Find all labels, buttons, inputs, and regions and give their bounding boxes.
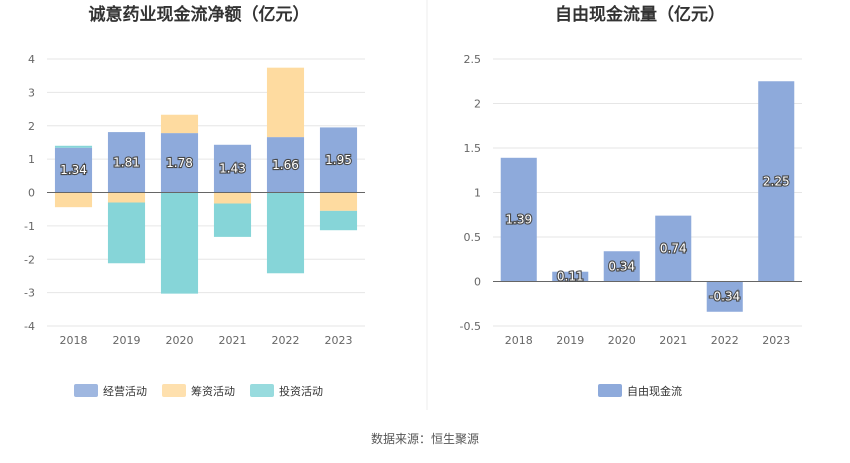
data-label: 1.34: [60, 163, 87, 177]
bar-2019-筹资活动: [107, 192, 146, 203]
bar-2020-经营活动: [160, 133, 199, 193]
bar-2022-自由现金流: [706, 281, 743, 312]
data-label: -0.34: [709, 290, 740, 304]
right-chart: 2.5 2 1.5 1 0.5 0 -0.5 1.39 0.11 0.34 0.74 -0.34 2.2…: [460, 53, 802, 398]
x-tick-label: 2022: [272, 334, 300, 347]
y-tick-label: 1: [28, 153, 35, 166]
data-label: 1.95: [325, 153, 352, 167]
y-tick-label: -1: [24, 220, 35, 233]
legend-swatch: [162, 384, 186, 397]
data-label: 0.11: [557, 270, 584, 284]
x-tick-label: 2021: [659, 334, 687, 347]
legend-label: 自由现金流: [627, 384, 682, 398]
data-label: 1.66: [272, 158, 299, 172]
legend-swatch: [250, 384, 274, 397]
bar-2018-投资活动: [54, 145, 93, 148]
legend-item-自由现金流[interactable]: 自由现金流: [598, 384, 682, 398]
bar-2019-自由现金流: [552, 271, 589, 282]
legend-item-筹资活动[interactable]: 筹资活动: [162, 384, 235, 398]
y-tick-label: 1.5: [464, 142, 482, 155]
left-chart-title: 诚意药业现金流净额（亿元）: [89, 4, 310, 25]
legend-swatch: [74, 384, 98, 397]
bar-2021-筹资活动: [213, 192, 252, 204]
x-tick-label: 2019: [113, 334, 141, 347]
y-tick-label: 2: [474, 98, 481, 111]
x-tick-label: 2020: [166, 334, 194, 347]
x-tick-label: 2018: [505, 334, 533, 347]
bar-2023-自由现金流: [758, 81, 795, 282]
right-chart-title: 自由现金流量（亿元）: [555, 4, 725, 25]
bar-2018-自由现金流: [500, 157, 537, 282]
bar-2019-投资活动: [107, 202, 146, 264]
y-tick-label: 0: [474, 276, 481, 289]
data-label: 1.78: [166, 156, 193, 170]
x-tick-label: 2022: [711, 334, 739, 347]
legend-label: 经营活动: [103, 384, 147, 398]
data-label: 0.74: [660, 242, 687, 256]
legend-swatch: [598, 384, 622, 397]
bar-2019-经营活动: [107, 132, 146, 193]
left-chart: 4 3 2 1 0 -1 -2 -3 -4 1.34 1.81 1.78 1.43 1.66 1.95 201…: [24, 53, 365, 398]
bar-2023-经营活动: [319, 127, 358, 193]
bar-2020-投资活动: [160, 192, 199, 294]
data-label: 1.43: [219, 162, 246, 176]
data-label: 1.81: [113, 155, 140, 169]
y-tick-label: 0.5: [464, 231, 482, 244]
x-tick-label: 2019: [556, 334, 584, 347]
y-tick-label: -2: [24, 253, 35, 266]
y-tick-label: -3: [24, 287, 35, 300]
bar-2023-投资活动: [319, 210, 358, 231]
bar-2021-自由现金流: [655, 215, 692, 282]
bar-2021-经营活动: [213, 144, 252, 193]
y-tick-label: -0.5: [460, 320, 481, 333]
bar-2022-投资活动: [266, 192, 305, 274]
bar-2020-筹资活动: [160, 114, 199, 134]
data-label: 0.34: [608, 259, 635, 273]
data-label: 1.39: [505, 213, 532, 227]
x-tick-label: 2020: [608, 334, 636, 347]
data-label: 2.25: [763, 174, 790, 188]
y-tick-label: 0: [28, 187, 35, 200]
y-tick-label: 3: [28, 86, 35, 99]
data-source: 数据来源：恒生聚源: [371, 431, 479, 446]
x-tick-label: 2023: [325, 334, 353, 347]
bar-2022-筹资活动: [266, 67, 305, 138]
legend-item-投资活动[interactable]: 投资活动: [250, 384, 323, 398]
legend-label: 筹资活动: [191, 384, 235, 398]
bar-2020-自由现金流: [603, 251, 640, 282]
y-tick-label: 4: [28, 53, 35, 66]
bar-2018-筹资活动: [54, 192, 93, 208]
bar-2023-筹资活动: [319, 192, 358, 211]
x-tick-label: 2023: [762, 334, 790, 347]
y-tick-label: 1: [474, 187, 481, 200]
bar-2018-经营活动: [54, 147, 93, 193]
bar-2021-投资活动: [213, 203, 252, 237]
legend-item-经营活动[interactable]: 经营活动: [74, 384, 147, 398]
x-tick-label: 2021: [219, 334, 247, 347]
y-tick-label: 2.5: [464, 53, 482, 66]
x-tick-label: 2018: [60, 334, 88, 347]
y-tick-label: -4: [24, 320, 35, 333]
y-tick-label: 2: [28, 120, 35, 133]
legend-label: 投资活动: [279, 384, 323, 398]
bar-2022-经营活动: [266, 137, 305, 193]
